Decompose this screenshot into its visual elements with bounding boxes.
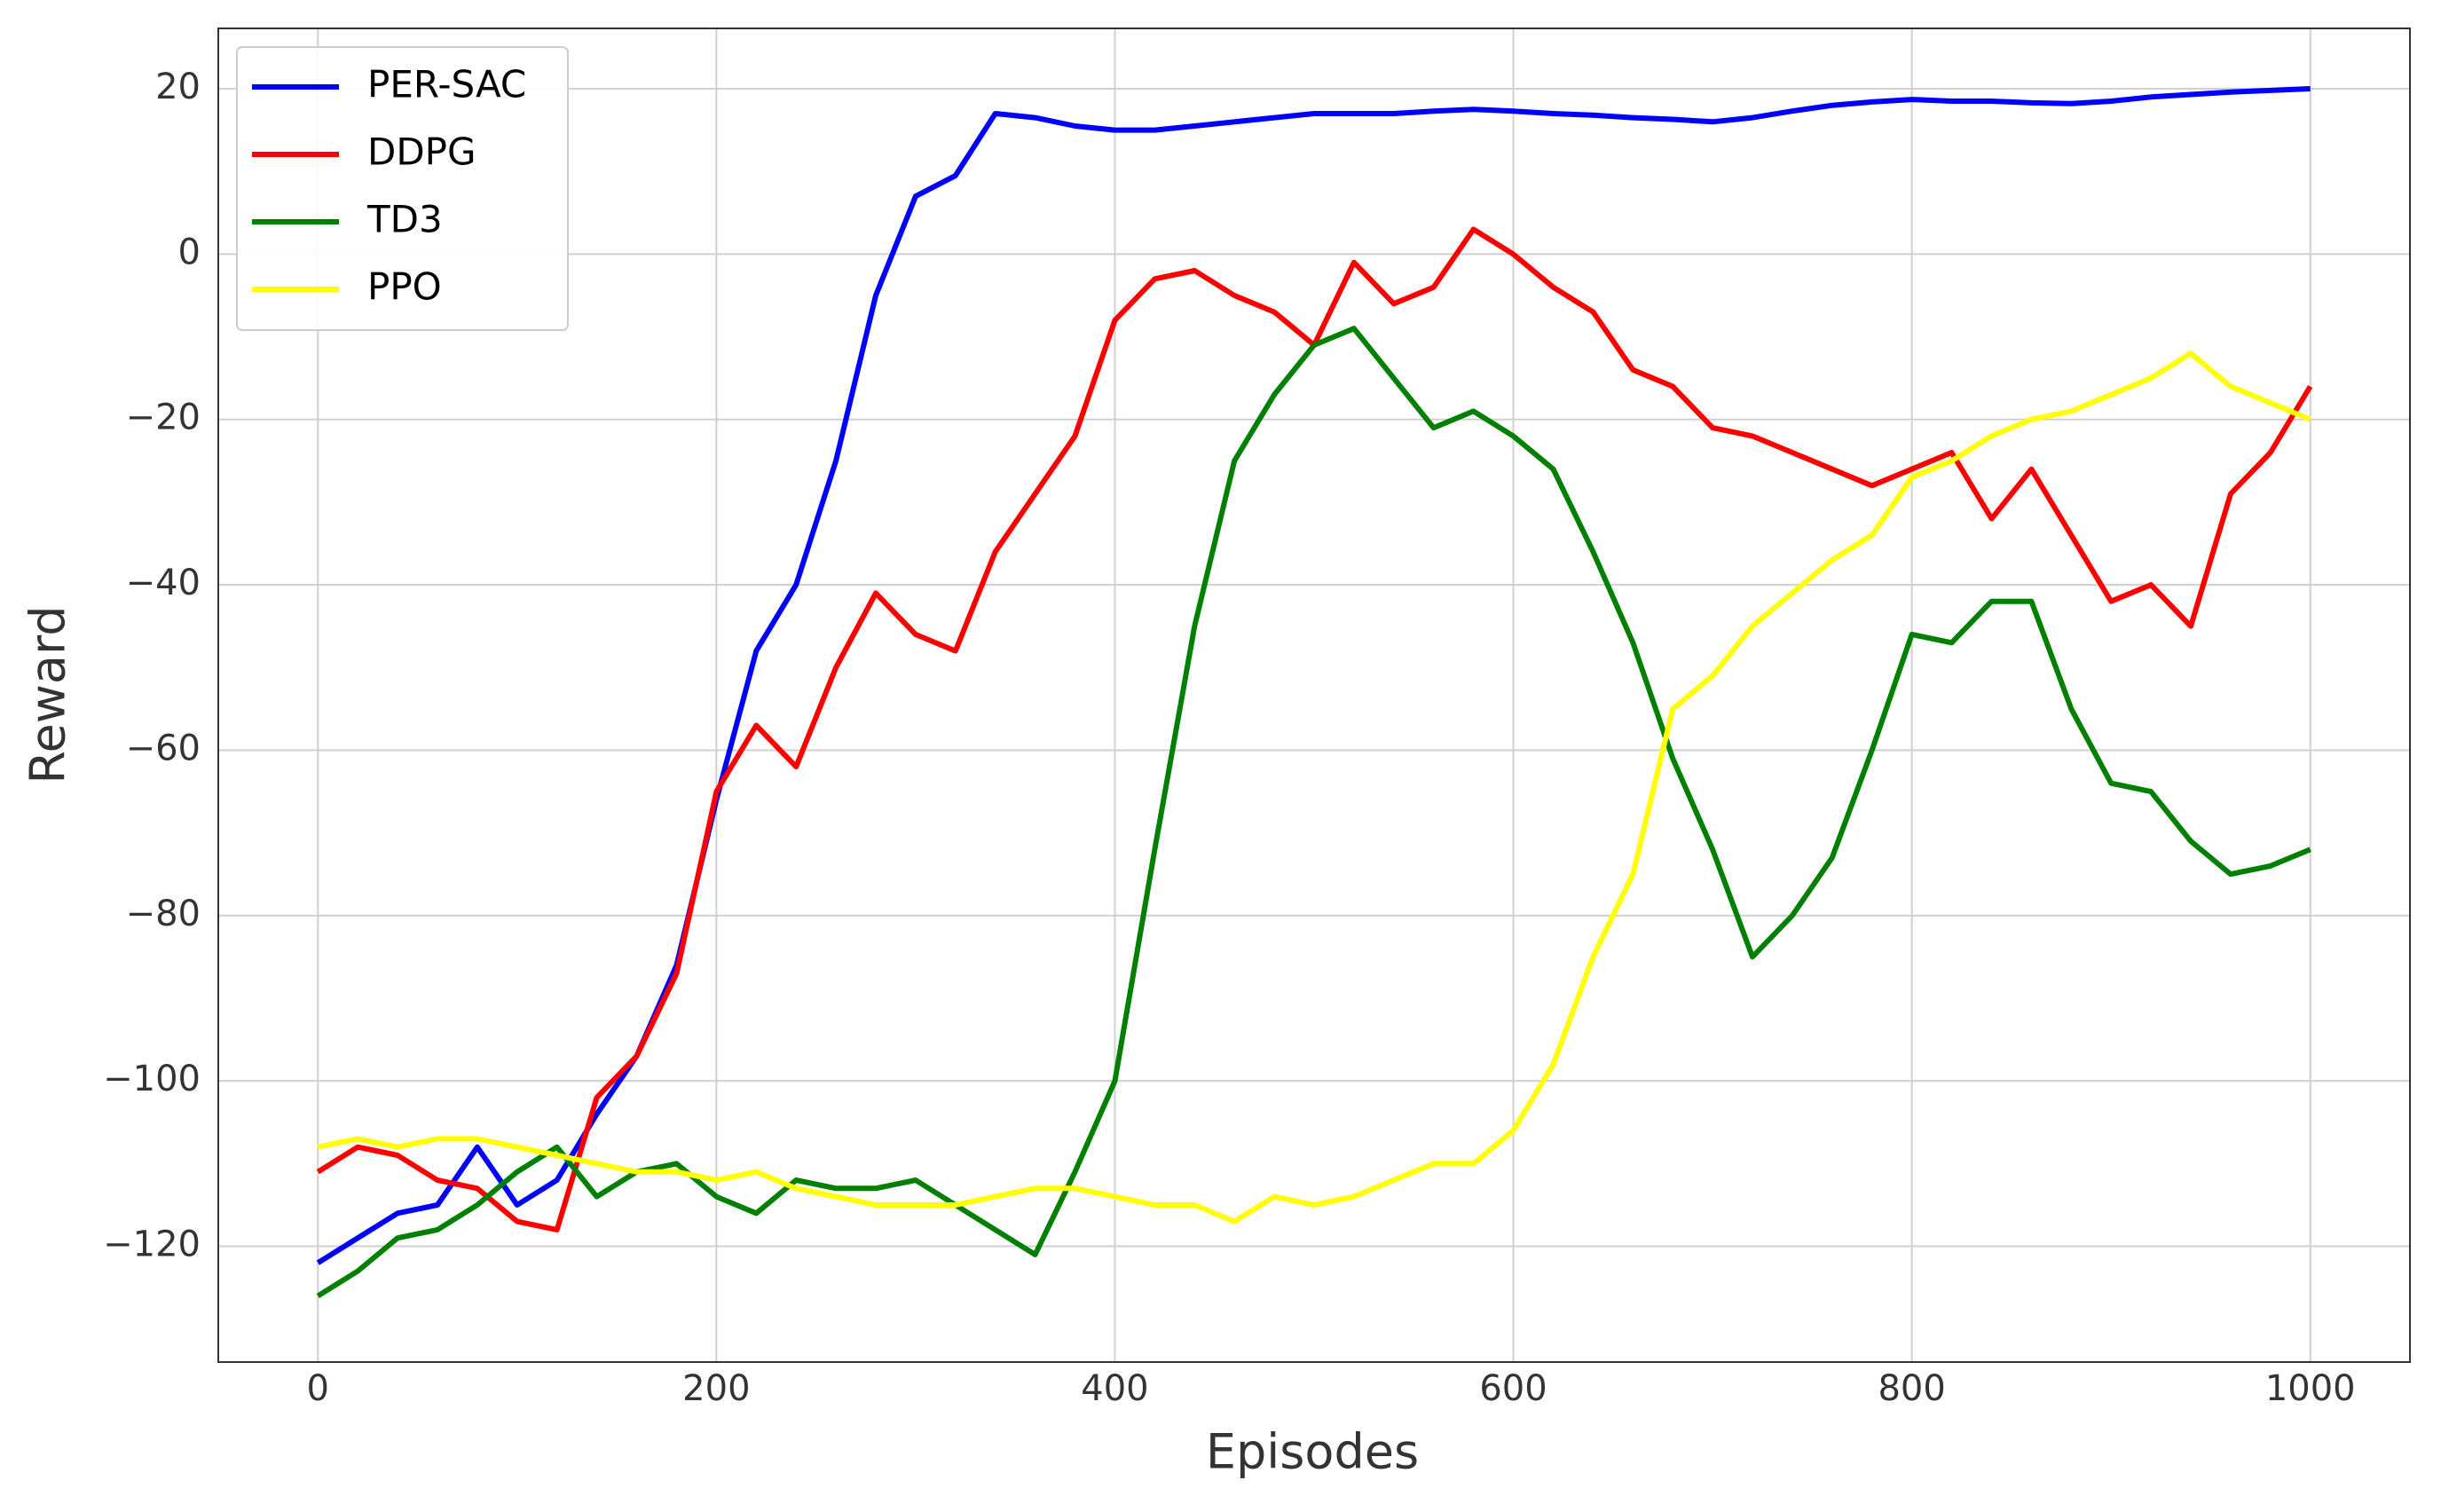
legend-label: PPO	[367, 265, 442, 309]
y-tick-label: −80	[126, 894, 201, 934]
x-tick-label: 800	[1878, 1368, 1945, 1409]
x-tick-label: 1000	[2265, 1368, 2356, 1409]
legend-box	[236, 46, 569, 331]
y-tick-label: 0	[178, 232, 201, 272]
y-axis-label: Reward	[20, 605, 76, 784]
x-tick-label: 200	[682, 1368, 750, 1409]
series-line	[316, 226, 2313, 1232]
y-tick-label: −20	[126, 398, 201, 438]
legend-label: TD3	[366, 198, 443, 241]
x-tick-label: 400	[1081, 1368, 1148, 1409]
legend-label: DDPG	[367, 130, 476, 174]
y-tick-label: −100	[103, 1059, 201, 1099]
y-tick-label: 20	[155, 67, 201, 107]
series-line	[317, 350, 2311, 1225]
legend-label: PER-SAC	[367, 63, 526, 106]
legend: PER-SAC DDPG TD3 PPO	[236, 46, 569, 331]
series-line	[316, 326, 2311, 1299]
y-tick-label: −120	[103, 1225, 201, 1265]
series-line	[316, 86, 2311, 1265]
plot-frame	[217, 28, 2411, 1363]
x-tick-label: 600	[1479, 1368, 1547, 1409]
x-tick-label: 0	[307, 1368, 329, 1409]
x-axis-label: Episodes	[1206, 1424, 1419, 1480]
y-tick-label: −60	[126, 728, 201, 768]
y-tick-label: −40	[126, 563, 201, 603]
